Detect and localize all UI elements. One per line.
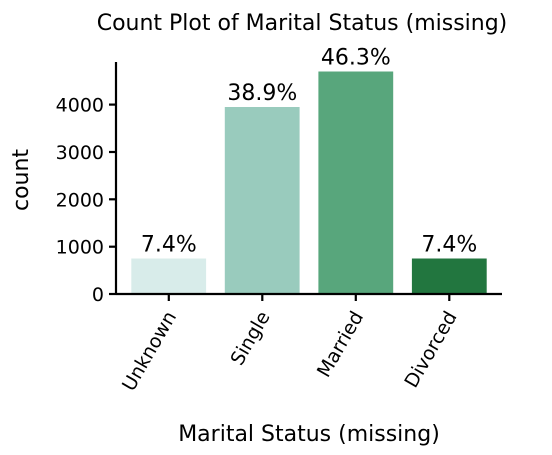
bar-single: [224, 107, 300, 294]
bar-married: [318, 71, 394, 294]
y-tick-label-0: 0: [92, 284, 104, 306]
x-tick-label-divorced: Divorced: [400, 308, 461, 392]
y-tick-label-2000: 2000: [56, 189, 104, 211]
bar-unknown: [131, 258, 207, 294]
y-tick-label-3000: 3000: [56, 142, 104, 164]
x-tick-label-unknown: Unknown: [118, 308, 181, 395]
x-tick-label-single: Single: [226, 308, 274, 370]
data-label-married: 46.3%: [321, 46, 391, 71]
y-axis-label: count: [9, 149, 34, 211]
x-ticks-group: Unknown Single Married Divorced: [118, 294, 462, 395]
y-ticks-group: 0 1000 2000 3000 4000: [56, 95, 116, 306]
bar-divorced: [411, 258, 487, 294]
chart-title: Count Plot of Marital Status (missing): [97, 11, 508, 36]
x-tick-label-married: Married: [313, 308, 368, 382]
y-tick-label-1000: 1000: [56, 237, 104, 259]
data-label-single: 38.9%: [227, 81, 297, 106]
data-label-unknown: 7.4%: [141, 233, 197, 258]
data-label-divorced: 7.4%: [421, 233, 477, 258]
bars-group: [131, 71, 487, 294]
bar-labels-group: 7.4% 38.9% 46.3% 7.4%: [141, 46, 477, 258]
x-axis-label: Marital Status (missing): [178, 422, 440, 447]
y-tick-label-4000: 4000: [56, 95, 104, 117]
